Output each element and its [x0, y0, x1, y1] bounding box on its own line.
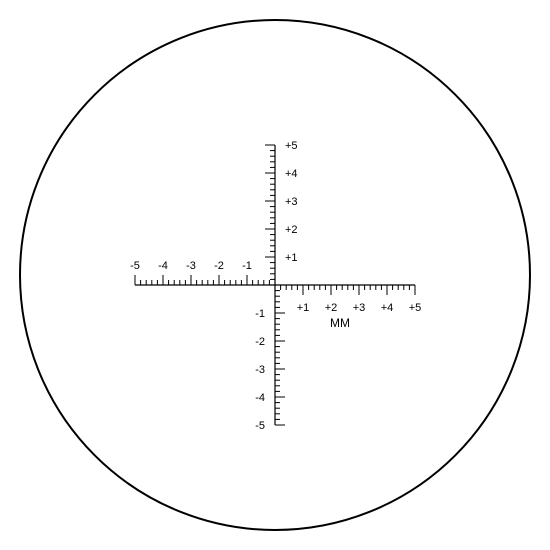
y-pos-label: +5 — [285, 140, 298, 152]
x-pos-label: +4 — [381, 302, 394, 314]
x-neg-label: -3 — [186, 260, 196, 272]
y-pos-label: +1 — [285, 252, 298, 264]
x-neg-label: -1 — [242, 260, 252, 272]
y-neg-label: -1 — [255, 308, 265, 320]
y-neg-label: -3 — [255, 364, 265, 376]
y-neg-label: -4 — [255, 392, 265, 404]
x-pos-label: +2 — [325, 302, 338, 314]
y-neg-label: -5 — [255, 420, 265, 432]
x-pos-label: +3 — [353, 302, 366, 314]
y-pos-label: +3 — [285, 196, 298, 208]
y-neg-label: -2 — [255, 336, 265, 348]
unit-label: MM — [330, 316, 350, 330]
y-pos-label: +4 — [285, 168, 298, 180]
x-neg-label: -4 — [158, 260, 168, 272]
x-pos-label: +5 — [409, 302, 422, 314]
reticle-svg: -5 -4 -3 -2 -1 +1 +2 +3 +4 +5 +1 +2 +3 +4 +5 -1 -2 -3 -4 -5… — [0, 0, 550, 550]
x-neg-label: -2 — [214, 260, 224, 272]
x-neg-label: -5 — [130, 260, 140, 272]
x-pos-label: +1 — [297, 302, 310, 314]
y-pos-label: +2 — [285, 224, 298, 236]
